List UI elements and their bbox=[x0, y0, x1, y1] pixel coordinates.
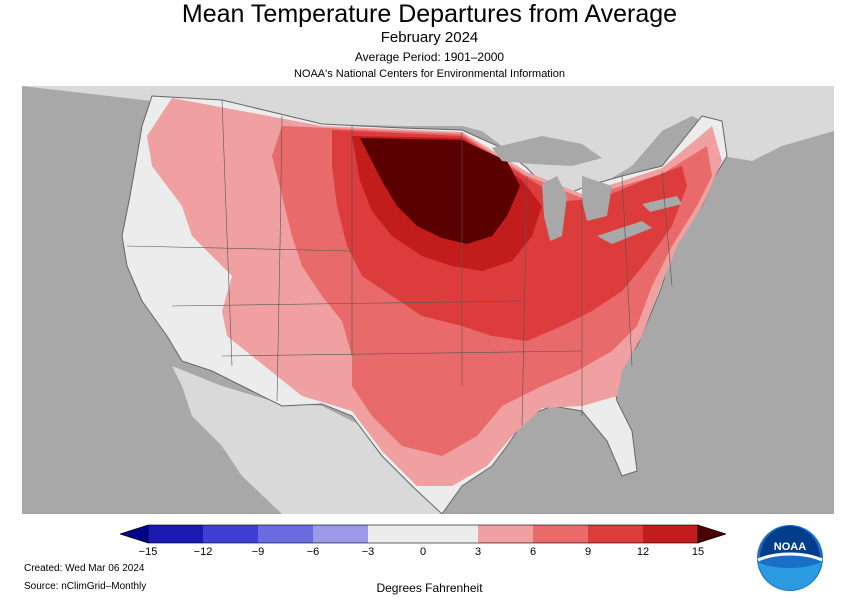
colorbar-segment bbox=[258, 525, 313, 543]
colorbar-segment bbox=[478, 525, 533, 543]
colorbar-tick-label: −15 bbox=[138, 546, 158, 558]
great-lake-ontario bbox=[642, 196, 682, 212]
colorbar-segment bbox=[588, 525, 643, 543]
colorbar-tick-label: −9 bbox=[251, 546, 265, 558]
map-title: Mean Temperature Departures from Average bbox=[181, 0, 678, 28]
great-lake-superior bbox=[492, 136, 602, 166]
average-period: Average Period: 1901–2000 bbox=[354, 50, 505, 64]
data-source: Source: nClimGrid–Monthly bbox=[24, 581, 147, 592]
colorbar-segment bbox=[313, 525, 368, 543]
map-subtitle: February 2024 bbox=[380, 29, 479, 46]
great-lake-erie bbox=[597, 221, 652, 244]
colorbar-segment bbox=[368, 525, 423, 543]
colorbar-segment bbox=[533, 525, 588, 543]
colorbar-arrow-low bbox=[120, 524, 149, 544]
warm-15-plus-region bbox=[360, 138, 520, 244]
colorbar-segment bbox=[643, 525, 698, 543]
created-date: Created: Wed Mar 06 2024 bbox=[24, 563, 145, 574]
colorbar-tick-label: 6 bbox=[529, 546, 537, 558]
colorbar-tick-label: −6 bbox=[306, 546, 320, 558]
colorbar-segment bbox=[148, 525, 203, 543]
map-svg bbox=[22, 86, 834, 514]
colorbar-tick-label: −12 bbox=[193, 546, 213, 558]
great-lake-michigan bbox=[542, 176, 567, 241]
great-lake-huron bbox=[582, 176, 612, 221]
colorbar-tick-label: −3 bbox=[361, 546, 375, 558]
colorbar bbox=[120, 524, 726, 544]
colorbar-tick-label: 3 bbox=[474, 546, 482, 558]
noaa-logo-text: NOAA bbox=[774, 541, 806, 553]
colorbar-arrow-high bbox=[697, 524, 726, 544]
colorbar-segment bbox=[423, 525, 478, 543]
source-organization: NOAA's National Centers for Environmenta… bbox=[293, 68, 566, 80]
mexico-land bbox=[172, 366, 442, 514]
colorbar-tick-label: 0 bbox=[419, 546, 427, 558]
colorbar-segment bbox=[203, 525, 258, 543]
colorbar-segments bbox=[120, 524, 726, 544]
temperature-departure-map bbox=[22, 86, 834, 514]
colorbar-tick-label: 12 bbox=[636, 546, 650, 558]
state-borders bbox=[126, 99, 673, 427]
colorbar-tick-label: 9 bbox=[584, 546, 592, 558]
noaa-logo: NOAA bbox=[757, 525, 823, 591]
colorbar-unit-label: Degrees Fahrenheit bbox=[376, 581, 483, 595]
colorbar-tick-label: 15 bbox=[691, 546, 705, 558]
